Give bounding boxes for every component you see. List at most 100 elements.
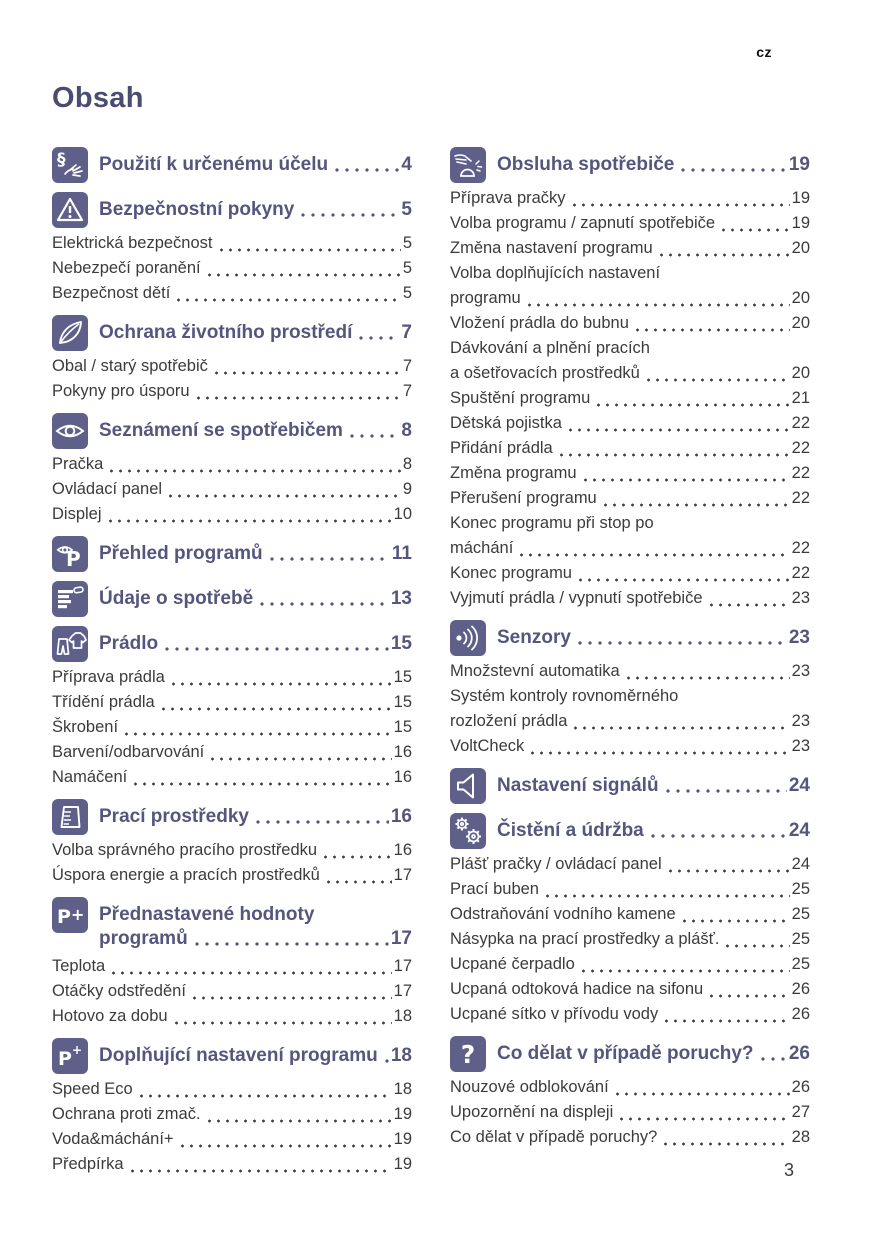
toc-entry-line: Dětská pojistka 22 — [450, 411, 810, 436]
toc-entry-page: 22 — [791, 489, 810, 507]
toc-section-title-page: 4 — [401, 154, 412, 175]
toc-section: § Použití k určenému účelu 4 — [52, 147, 412, 183]
hand-drum-icon — [450, 147, 486, 183]
toc-entry-label: Elektrická bezpečnost — [52, 234, 213, 252]
toc-section-title-label: Ochrana životního prostředí — [99, 322, 353, 343]
toc-entry-line: máchání 22 — [450, 536, 810, 561]
toc-section-header: Bezpečnostní pokyny 5 — [52, 192, 412, 228]
warning-icon — [52, 192, 88, 228]
toc-section-header: ? Co dělat v případě poruchy? 26 — [450, 1036, 810, 1072]
dot-leader — [204, 272, 401, 278]
toc-entry-label: Co dělat v případě poruchy? — [450, 1128, 658, 1146]
toc-section-title-label: Co dělat v případě poruchy? — [497, 1043, 754, 1064]
toc-section-title: Přehled programů 11 — [99, 536, 412, 566]
toc-section: ? Co dělat v případě poruchy? 26 Nouzové od… — [450, 1036, 810, 1150]
toc-entry-line: Příprava prádla 15 — [52, 665, 412, 690]
toc-entry-line: Třídění prádla 15 — [52, 690, 412, 715]
dot-leader — [193, 395, 401, 401]
toc-section-header: P Přehled programů 11 — [52, 536, 412, 572]
toc-entry-line: Nouzové odblokování 26 — [450, 1075, 810, 1100]
toc-section-title-page: 24 — [788, 775, 810, 796]
toc-entry-line: Ucpaná odtoková hadice na sifonu 26 — [450, 977, 810, 1002]
toc-section-title-line: Doplňující nastavení programu 18 — [99, 1044, 412, 1068]
toc-entry-page: 17 — [393, 866, 412, 884]
dot-leader — [524, 302, 790, 308]
toc-entry-line: Obal / starý spotřebič 7 — [52, 354, 412, 379]
speaker-icon — [450, 768, 486, 804]
toc-entry-label: Ovládací panel — [52, 480, 163, 498]
dot-leader — [298, 212, 400, 218]
toc-section: P + Přednastavené hodnoty programů 17 Teplota… — [52, 897, 412, 1029]
dot-leader — [679, 918, 790, 924]
toc-section-title-page: 11 — [391, 543, 412, 564]
toc-entry-label: Ucpané čerpadlo — [450, 955, 575, 973]
toc-entry-page: 15 — [393, 693, 412, 711]
toc-entry-line: Nebezpečí poranění 5 — [52, 256, 412, 281]
toc-entry-line: Speed Eco 18 — [52, 1077, 412, 1102]
dot-leader — [569, 202, 790, 208]
toc-section: Prací prostředky 16 Volba správného pracíh… — [52, 799, 412, 888]
toc-entry-page: 23 — [791, 737, 810, 755]
toc-section-title-page: 13 — [390, 588, 412, 609]
dot-leader — [612, 1091, 790, 1097]
toc-entry-page: 10 — [393, 505, 412, 523]
toc-section-header: Senzory 23 — [450, 620, 810, 656]
dot-leader — [204, 1118, 392, 1124]
toc-section: Ochrana životního prostředí 7 Obal / starý… — [52, 315, 412, 404]
toc-entry-line: Změna programu 22 — [450, 461, 810, 486]
toc-entry-label: Nouzové odblokování — [450, 1078, 609, 1096]
toc-entry-label: Otáčky odstředění — [52, 982, 186, 1000]
toc-entry-line: Škrobení 15 — [52, 715, 412, 740]
toc-entries: Množstevní automatika 23 Systém kontroly r… — [450, 659, 810, 759]
toc-section-title-label: Čistění a údržba — [497, 820, 644, 841]
dot-leader — [574, 640, 787, 646]
dot-leader — [662, 788, 787, 794]
toc-section: P Přehled programů 11 — [52, 536, 412, 572]
dot-leader — [208, 756, 392, 762]
toc-entry-line: rozložení prádla 23 — [450, 709, 810, 734]
dot-leader — [216, 247, 401, 253]
toc-section: P + Doplňující nastavení programu 18 Speed E… — [52, 1038, 412, 1177]
toc-entry-label: Obal / starý spotřebič — [52, 357, 208, 375]
toc-entry: Přidání prádla 22 — [450, 436, 810, 461]
toc-entry-page: 5 — [402, 284, 412, 302]
toc-entry-text: Volba doplňujících nastavení — [450, 264, 661, 282]
gears-icon — [450, 813, 486, 849]
toc-entry: Upozornění na displeji 27 — [450, 1100, 810, 1125]
toc-entry-line: Namáčení 16 — [52, 765, 412, 790]
toc-entry-line: Konec programu 22 — [450, 561, 810, 586]
toc-entry: Plášť pračky / ovládací panel 24 — [450, 852, 810, 877]
toc-entries: Pračka 8 Ovládací panel 9 Displej 10 — [52, 452, 412, 527]
toc-entry-page: 8 — [402, 455, 412, 473]
toc-entry-page: 23 — [791, 589, 810, 607]
toc-section: Seznámení se spotřebičem 8 Pračka 8 Ovládací… — [52, 413, 412, 527]
toc-entry-page: 20 — [791, 314, 810, 332]
toc-section-title-page: 7 — [401, 322, 412, 343]
toc-entry-line: Předpírka 19 — [52, 1152, 412, 1177]
dot-leader — [542, 893, 790, 899]
dot-leader — [594, 402, 790, 408]
dot-leader — [656, 252, 790, 258]
paragraph-hand-icon: § — [52, 147, 88, 183]
dot-leader — [323, 879, 392, 885]
toc-entry-page: 19 — [791, 189, 810, 207]
toc-section-title-line: Co dělat v případě poruchy? 26 — [497, 1042, 810, 1066]
svg-text:P: P — [66, 547, 81, 571]
toc-entry-line: Přidání prádla 22 — [450, 436, 810, 461]
toc-entry: VoltCheck 23 — [450, 734, 810, 759]
toc-entry-label: Barvení/odbarvování — [52, 743, 205, 761]
toc-entry-line: Ucpané sítko v přívodu vody 26 — [450, 1002, 810, 1027]
toc-section-title-page: 19 — [788, 154, 810, 175]
dot-leader — [211, 370, 401, 376]
dot-leader — [107, 468, 401, 474]
toc-section-title: Ochrana životního prostředí 7 — [99, 315, 412, 345]
toc-entry-page: 19 — [791, 214, 810, 232]
toc-section-header: Prádlo 15 — [52, 626, 412, 662]
toc-section-title-page: 17 — [390, 928, 412, 949]
toc-section-title-label: Přehled programů — [99, 543, 263, 564]
toc-entry: Systém kontroly rovnoměrného rozložení pr… — [450, 684, 810, 734]
toc-section-title-page: 16 — [390, 806, 412, 827]
toc-section-title-page: 26 — [788, 1043, 810, 1064]
toc-section-title-label: Seznámení se spotřebičem — [99, 420, 343, 441]
dot-leader — [678, 167, 787, 173]
